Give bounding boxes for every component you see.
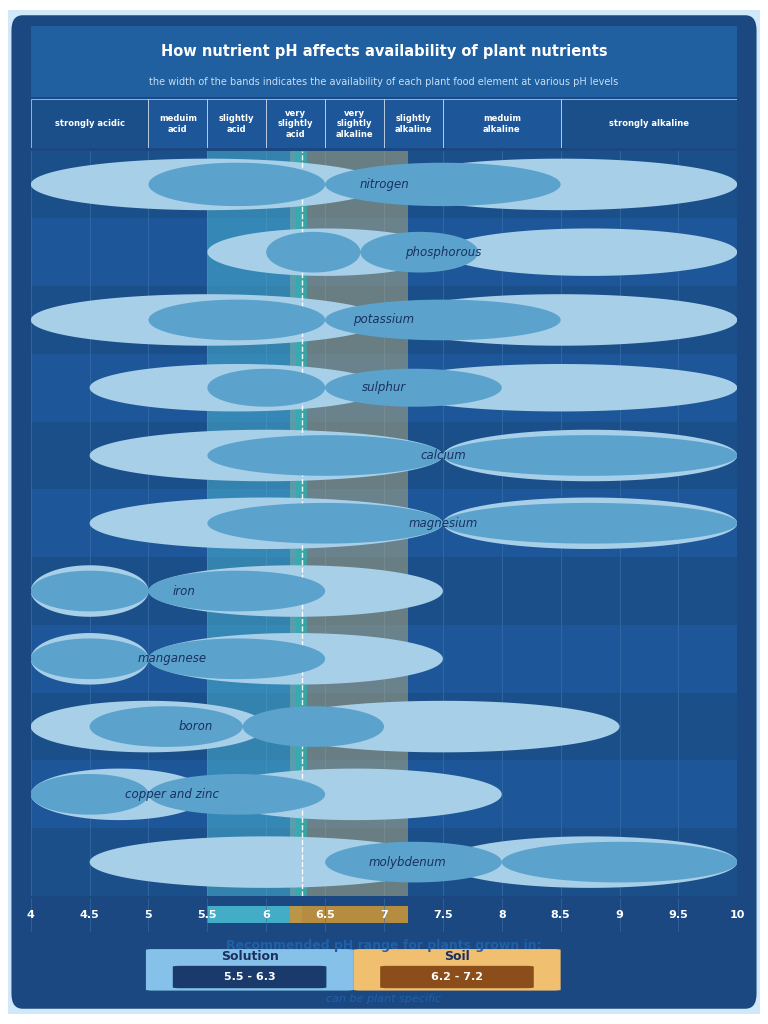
Text: How nutrient pH affects availability of plant nutrients: How nutrient pH affects availability of … (161, 44, 607, 59)
Text: 4: 4 (27, 910, 35, 920)
FancyBboxPatch shape (353, 949, 561, 990)
Text: strongly alkaline: strongly alkaline (609, 120, 689, 128)
Text: very
slightly
acid: very slightly acid (278, 109, 313, 139)
Bar (31, 625, 768, 692)
Bar (31, 828, 768, 896)
Text: can be plant specific: can be plant specific (326, 994, 442, 1005)
Polygon shape (31, 633, 443, 685)
Bar (207, 99, 266, 148)
Bar (31, 218, 768, 286)
Text: 7.5: 7.5 (433, 910, 452, 920)
Bar (31, 422, 768, 489)
Text: sulphur: sulphur (362, 381, 406, 394)
Polygon shape (148, 300, 561, 340)
FancyBboxPatch shape (146, 949, 353, 990)
Text: calcium: calcium (420, 449, 465, 462)
Polygon shape (31, 294, 737, 346)
Bar (31, 489, 768, 557)
Text: 6: 6 (263, 910, 270, 920)
Text: very
slightly
alkaline: very slightly alkaline (336, 109, 373, 139)
Bar (384, 99, 443, 148)
Bar (561, 99, 737, 148)
Bar (31, 557, 768, 625)
Polygon shape (90, 364, 737, 412)
Text: boron: boron (178, 720, 213, 733)
FancyBboxPatch shape (380, 966, 534, 988)
Text: Soil: Soil (444, 949, 470, 963)
Polygon shape (31, 159, 737, 210)
Bar (31, 286, 768, 354)
Polygon shape (31, 700, 620, 753)
Bar (31, 151, 768, 218)
Polygon shape (266, 231, 478, 272)
Text: 8: 8 (498, 910, 505, 920)
Text: 9: 9 (616, 910, 624, 920)
Text: slightly
alkaline: slightly alkaline (395, 115, 432, 133)
Polygon shape (207, 369, 502, 407)
Polygon shape (31, 774, 325, 815)
Bar (325, 99, 384, 148)
Text: strongly acidic: strongly acidic (55, 120, 124, 128)
Polygon shape (31, 639, 325, 679)
Bar (290, 151, 408, 896)
Polygon shape (148, 163, 561, 206)
Polygon shape (207, 435, 737, 476)
Text: nitrogen: nitrogen (359, 178, 409, 190)
Text: slightly
acid: slightly acid (219, 115, 254, 133)
Polygon shape (207, 503, 737, 544)
Text: 10: 10 (730, 910, 745, 920)
Text: Recommended pH range for plants grown in:: Recommended pH range for plants grown in… (227, 939, 541, 952)
Text: 9.5: 9.5 (668, 910, 688, 920)
Text: 8.5: 8.5 (551, 910, 571, 920)
Text: iron: iron (172, 585, 195, 598)
FancyBboxPatch shape (2, 23, 766, 100)
FancyBboxPatch shape (173, 966, 326, 988)
Text: 5.5: 5.5 (197, 910, 217, 920)
Bar (207, 906, 302, 924)
FancyBboxPatch shape (12, 15, 756, 1009)
Polygon shape (90, 498, 737, 549)
Text: 6.5: 6.5 (315, 910, 335, 920)
Text: phosphorous: phosphorous (405, 246, 481, 259)
Text: 7: 7 (380, 910, 388, 920)
Polygon shape (31, 565, 443, 616)
Polygon shape (90, 837, 737, 888)
Polygon shape (325, 842, 737, 883)
Bar (31, 354, 768, 422)
Text: 6.2 - 7.2: 6.2 - 7.2 (431, 972, 483, 982)
Text: magnesium: magnesium (409, 517, 478, 529)
Text: 4.5: 4.5 (80, 910, 100, 920)
Polygon shape (90, 707, 384, 746)
Bar (31, 99, 148, 148)
Bar (31, 761, 768, 828)
Polygon shape (31, 769, 502, 820)
Bar (207, 151, 302, 896)
Bar (290, 906, 408, 924)
Text: meduim
alkaline: meduim alkaline (483, 115, 521, 133)
Polygon shape (90, 430, 737, 481)
Text: Solution: Solution (220, 949, 279, 963)
Text: copper and zinc: copper and zinc (125, 787, 219, 801)
Text: manganese: manganese (137, 652, 207, 666)
Bar (31, 692, 768, 761)
Bar (148, 99, 207, 148)
Bar (266, 99, 325, 148)
Text: 5: 5 (144, 910, 152, 920)
Text: molybdenum: molybdenum (369, 856, 446, 868)
Text: meduim
acid: meduim acid (159, 115, 197, 133)
Polygon shape (31, 570, 325, 611)
Polygon shape (207, 228, 737, 275)
Text: 5.5 - 6.3: 5.5 - 6.3 (223, 972, 276, 982)
Bar (443, 99, 561, 148)
Bar (296, 151, 307, 896)
Text: the width of the bands indicates the availability of each plant food element at : the width of the bands indicates the ava… (149, 77, 619, 86)
Text: potassium: potassium (353, 313, 415, 327)
